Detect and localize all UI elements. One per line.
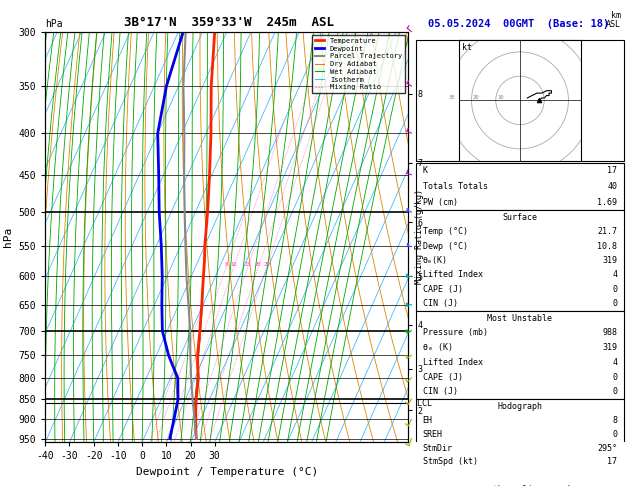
X-axis label: Dewpoint / Temperature (°C): Dewpoint / Temperature (°C) xyxy=(136,467,318,477)
Text: SREH: SREH xyxy=(423,430,443,438)
Text: 17: 17 xyxy=(608,166,618,175)
Text: EH: EH xyxy=(423,416,433,425)
Y-axis label: hPa: hPa xyxy=(3,227,13,247)
Text: 988: 988 xyxy=(603,329,618,337)
Text: K: K xyxy=(423,166,428,175)
Text: CAPE (J): CAPE (J) xyxy=(423,373,462,382)
Text: StmDir: StmDir xyxy=(423,444,453,452)
Text: hPa: hPa xyxy=(45,19,63,29)
Text: Totals Totals: Totals Totals xyxy=(423,182,487,191)
Bar xyxy=(416,40,624,161)
Text: 17: 17 xyxy=(608,457,618,467)
Bar xyxy=(416,163,624,210)
Text: 3B°17'N  359°33'W  245m  ASL: 3B°17'N 359°33'W 245m ASL xyxy=(124,16,333,29)
Text: km
ASL: km ASL xyxy=(606,11,621,29)
Text: 1.69: 1.69 xyxy=(598,198,618,207)
Text: Pressure (mb): Pressure (mb) xyxy=(423,329,487,337)
Text: 25: 25 xyxy=(264,262,270,267)
Text: 4: 4 xyxy=(613,270,618,279)
Text: 10: 10 xyxy=(230,262,237,267)
Text: 40: 40 xyxy=(608,182,618,191)
Text: Dewp (°C): Dewp (°C) xyxy=(423,242,467,251)
Text: 8: 8 xyxy=(613,416,618,425)
Text: Surface: Surface xyxy=(503,213,538,222)
Text: CAPE (J): CAPE (J) xyxy=(423,285,462,294)
Text: θₑ(K): θₑ(K) xyxy=(423,256,448,265)
Text: Lifted Index: Lifted Index xyxy=(423,358,482,367)
Bar xyxy=(416,399,624,469)
Bar xyxy=(416,311,624,399)
Text: Temp (°C): Temp (°C) xyxy=(423,227,467,236)
Text: 05.05.2024  00GMT  (Base: 18): 05.05.2024 00GMT (Base: 18) xyxy=(428,19,610,29)
Legend: Temperature, Dewpoint, Parcel Trajectory, Dry Adiabat, Wet Adiabat, Isotherm, Mi: Temperature, Dewpoint, Parcel Trajectory… xyxy=(312,35,405,93)
Text: 10.8: 10.8 xyxy=(598,242,618,251)
Text: CIN (J): CIN (J) xyxy=(423,299,457,308)
Text: 0: 0 xyxy=(613,299,618,308)
Text: StmSpd (kt): StmSpd (kt) xyxy=(423,457,477,467)
Bar xyxy=(416,210,624,311)
Text: Hodograph: Hodograph xyxy=(498,401,542,411)
Text: 4: 4 xyxy=(613,358,618,367)
Text: 0: 0 xyxy=(613,387,618,396)
Text: Most Unstable: Most Unstable xyxy=(487,313,552,323)
Text: 295°: 295° xyxy=(598,444,618,452)
Text: 319: 319 xyxy=(603,343,618,352)
Text: 0: 0 xyxy=(613,373,618,382)
Text: 15: 15 xyxy=(245,262,251,267)
Text: 8: 8 xyxy=(225,262,228,267)
Text: LCL: LCL xyxy=(412,399,432,408)
Text: 319: 319 xyxy=(603,256,618,265)
Text: θₑ (K): θₑ (K) xyxy=(423,343,453,352)
Text: Mixing Ratio (g/kg): Mixing Ratio (g/kg) xyxy=(415,190,424,284)
Text: CIN (J): CIN (J) xyxy=(423,387,457,396)
Text: 21.7: 21.7 xyxy=(598,227,618,236)
Text: Lifted Index: Lifted Index xyxy=(423,270,482,279)
Text: 20: 20 xyxy=(255,262,262,267)
Text: 0: 0 xyxy=(613,285,618,294)
Text: PW (cm): PW (cm) xyxy=(423,198,457,207)
Text: 0: 0 xyxy=(613,430,618,438)
